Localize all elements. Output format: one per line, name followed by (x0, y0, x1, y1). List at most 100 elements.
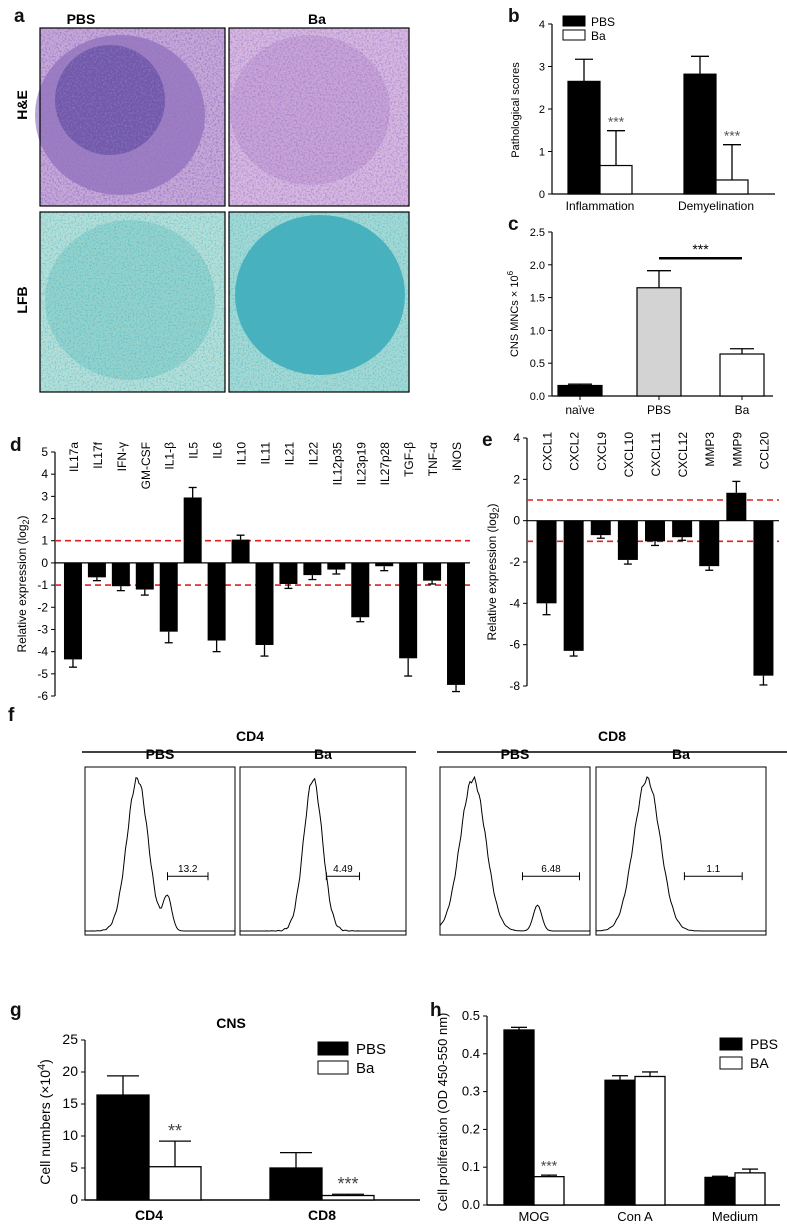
gate-value: 13.2 (178, 864, 198, 875)
histogram-curve (439, 775, 590, 932)
y-tick-label: 2 (539, 104, 545, 116)
bar-pbs (269, 1167, 323, 1201)
bar-pbs (604, 1079, 636, 1206)
y-tick-label: 2 (513, 472, 520, 486)
panel-letter-h: h (430, 1000, 442, 1021)
category-label: IFN-γ (115, 442, 129, 471)
bar-cxcl11 (645, 520, 665, 542)
category-label: TNF-α (426, 442, 440, 476)
bar-il21 (279, 562, 298, 584)
y-tick-label: -5 (37, 667, 48, 681)
lfb-pbs-image (39, 211, 226, 393)
y-axis-label: Relative expression (log2) (485, 503, 501, 640)
category-label: MMP3 (703, 432, 717, 467)
histogram-curve (85, 776, 235, 932)
category-label: IL23p19 (354, 442, 368, 486)
category-label: TGF-β (402, 442, 416, 477)
category-label: MMP9 (730, 432, 744, 467)
gate-value: 6.48 (541, 864, 561, 875)
bar-cxcl9 (590, 520, 611, 536)
y-axis-label: Cell proliferation (OD 450-550 nm) (435, 1013, 450, 1212)
x-tick-label: Demyelination (678, 199, 754, 213)
category-label: CCL20 (757, 432, 771, 470)
panel-letter-f: f (8, 705, 15, 726)
legend-label-pbs: PBS (356, 1041, 386, 1058)
bar-cxcl10 (617, 520, 638, 560)
y-tick-label: -2 (509, 555, 520, 569)
row-label-lfb: LFB (14, 286, 30, 313)
bar-inos (447, 562, 466, 685)
category-label: CXCL1 (541, 432, 555, 471)
bar-ba (599, 164, 633, 195)
y-tick-label: 0.1 (462, 1159, 480, 1174)
row-label-he: H&E (14, 90, 30, 120)
category-label: CXCL2 (568, 432, 582, 471)
he-ba-image (228, 27, 410, 207)
bar-tgf (399, 562, 418, 659)
bar-il12p35 (327, 562, 346, 570)
bar-ba (719, 353, 765, 397)
y-tick-label: -6 (37, 689, 48, 700)
bar-mmp3 (699, 520, 720, 567)
bar-ifn (111, 562, 130, 587)
bar-pbs (683, 73, 717, 195)
y-tick-label: 0 (539, 189, 545, 201)
gate-value: 1.1 (706, 864, 720, 875)
bar-ccl20 (753, 520, 774, 676)
y-tick-label: 1.0 (530, 325, 545, 337)
chart-cytokine-expression: -6 -5 -4 -3 -2 -1 0 1 2 3 4 5 Relative expression (l… (15, 441, 470, 700)
histogram-box (84, 766, 236, 936)
y-tick-label: 3 (539, 62, 545, 74)
y-axis-label: CNS MNCs × 106 (506, 270, 521, 357)
legend-swatch-pbs (719, 1037, 743, 1051)
histogram-subtitle: Ba (672, 746, 690, 762)
gate-value: 4.49 (333, 864, 353, 875)
chart-cns-mncs: 0.0 0.5 1.0 1.5 2.0 2.5 CNS MNCs × 106 naïve PBS… (506, 227, 773, 417)
bar-il22 (303, 562, 322, 576)
histogram-subtitle: Ba (314, 746, 332, 762)
category-label: GM-CSF (139, 442, 153, 489)
legend-swatch-pbs (317, 1041, 349, 1056)
bar-il23p19 (351, 562, 370, 618)
bar-il11 (255, 562, 274, 645)
bar-tnf (423, 562, 442, 581)
panel-letter-g: g (10, 1000, 22, 1021)
y-tick-label: -4 (509, 596, 520, 610)
bar-il17a (63, 562, 82, 660)
y-tick-label: -6 (509, 638, 520, 652)
bar-pbs (503, 1029, 535, 1206)
histogram-box (239, 766, 407, 936)
bar-il17f (87, 562, 106, 578)
bar-gmcsf (135, 562, 154, 590)
y-tick-label: 2.0 (530, 260, 545, 272)
x-tick-label: MOG (518, 1209, 549, 1224)
y-tick-label: 4 (513, 431, 520, 445)
y-tick-label: 2.5 (530, 227, 545, 239)
y-tick-label: 1 (539, 147, 545, 159)
legend-label-ba: Ba (356, 1060, 375, 1077)
y-tick-label: 3 (41, 489, 48, 503)
y-tick-label: -3 (37, 622, 48, 636)
category-label: IL27p28 (378, 442, 392, 486)
bar-il6 (207, 562, 226, 641)
y-axis-label: Pathological scores (510, 62, 522, 158)
y-tick-label: -8 (509, 679, 520, 693)
category-label: CXCL12 (676, 432, 690, 478)
bar-il1 (159, 562, 178, 632)
significance-annotation: ** (168, 1121, 182, 1141)
histogram-box (595, 766, 767, 936)
bar-pbs (636, 287, 682, 397)
histogram-subtitle: PBS (501, 746, 530, 762)
he-pbs-image (35, 27, 226, 207)
legend-swatch-ba (317, 1060, 349, 1075)
significance-annotation: *** (724, 128, 741, 144)
y-tick-label: -1 (37, 578, 48, 592)
category-label: IL10 (235, 442, 249, 466)
y-tick-label: 0.3 (462, 1084, 480, 1099)
significance-annotation: *** (608, 114, 625, 130)
category-label: CXCL10 (622, 432, 636, 478)
y-axis-label: Cell numbers (×104) (36, 1059, 53, 1185)
category-label: IL5 (187, 442, 201, 459)
y-tick-label: 0 (41, 556, 48, 570)
group-label-cd8: CD8 (598, 728, 626, 744)
